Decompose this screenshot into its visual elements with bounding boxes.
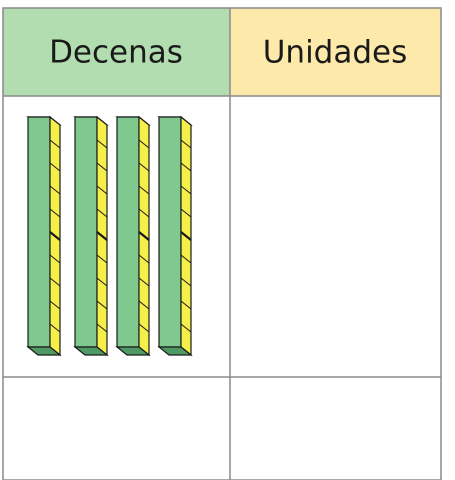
header-cell-tens: [3, 8, 230, 96]
grid: [2, 7, 442, 480]
header-tens: Decenas: [49, 35, 183, 71]
ten-rod: [73, 115, 109, 357]
ten-rod: [26, 115, 62, 357]
ten-rod: [115, 115, 151, 357]
ten-rod: [157, 115, 193, 357]
header-units: Unidades: [263, 35, 408, 71]
ten-rods: [26, 115, 193, 357]
header-cell-units: [230, 8, 441, 96]
table-border: [2, 7, 442, 480]
